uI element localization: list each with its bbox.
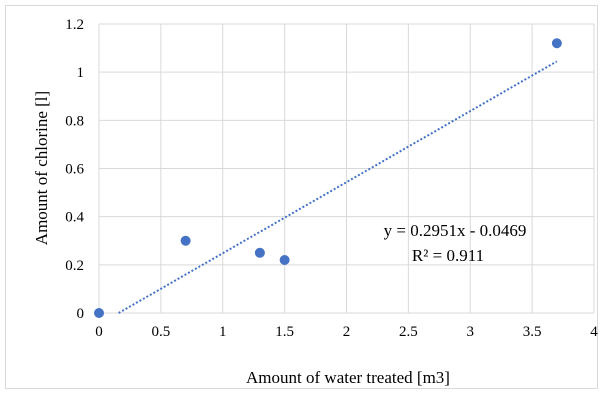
y-tick-label: 0 bbox=[77, 306, 85, 322]
x-tick-label: 2 bbox=[343, 324, 351, 340]
trendline-equation: y = 0.2951x - 0.0469 bbox=[384, 221, 527, 240]
y-tick-label: 1.2 bbox=[65, 17, 84, 33]
x-tick-label: 0.5 bbox=[152, 324, 171, 340]
y-tick-label: 0.2 bbox=[65, 258, 84, 274]
data-point bbox=[94, 308, 104, 318]
y-tick-label: 0.6 bbox=[65, 162, 84, 178]
y-tick-labels: 0 0.2 0.4 0.6 0.8 1 1.2 bbox=[65, 17, 84, 322]
trendline bbox=[118, 60, 558, 314]
chart-area-border bbox=[5, 5, 598, 389]
x-tick-label: 3 bbox=[467, 324, 475, 340]
y-axis-title: Amount of chlorine [l] bbox=[32, 91, 51, 245]
data-point bbox=[279, 255, 290, 266]
x-tick-label: 3.5 bbox=[523, 324, 542, 340]
x-tick-label: 4 bbox=[590, 324, 598, 340]
x-axis-title: Amount of water treated [m3] bbox=[246, 368, 450, 387]
data-points bbox=[94, 38, 562, 318]
data-point bbox=[254, 247, 265, 258]
x-tick-label: 1.5 bbox=[275, 324, 294, 340]
x-tick-label: 2.5 bbox=[399, 324, 418, 340]
x-tick-label: 1 bbox=[219, 324, 227, 340]
y-tick-label: 0.8 bbox=[65, 113, 84, 129]
data-point bbox=[551, 38, 562, 49]
x-tick-labels: 0 0.5 1 1.5 2 2.5 3 3.5 4 bbox=[95, 324, 598, 340]
trendline-r2: R² = 0.911 bbox=[412, 246, 484, 265]
y-tick-label: 0.4 bbox=[65, 210, 84, 226]
data-point bbox=[180, 235, 191, 246]
y-tick-label: 1 bbox=[77, 65, 85, 81]
x-tick-label: 0 bbox=[95, 324, 103, 340]
gridlines bbox=[98, 23, 595, 314]
